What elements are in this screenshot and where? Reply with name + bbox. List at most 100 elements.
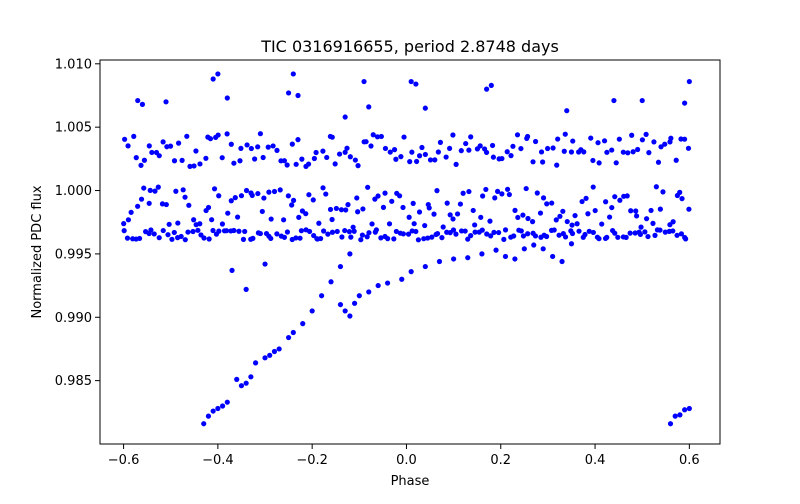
data-point (206, 236, 212, 242)
data-point (450, 132, 456, 138)
data-point (265, 144, 271, 150)
data-point (285, 334, 292, 341)
data-point (329, 216, 335, 223)
data-point (651, 139, 657, 145)
chart-title: TIC 0316916655, period 2.8748 days (260, 37, 559, 56)
data-point (277, 187, 283, 193)
plot-frame (99, 59, 721, 445)
data-point (207, 136, 214, 142)
data-point (504, 186, 511, 192)
data-point (160, 139, 166, 145)
data-point (648, 207, 654, 214)
data-point (228, 198, 234, 204)
data-point (385, 236, 391, 242)
data-point (479, 227, 485, 233)
data-point (347, 251, 353, 257)
data-point (668, 135, 674, 141)
data-point (293, 235, 299, 241)
data-point (243, 286, 249, 292)
data-point (314, 236, 320, 242)
data-point (297, 235, 303, 241)
data-point (210, 408, 216, 414)
data-point (627, 230, 633, 236)
data-point (400, 204, 406, 211)
data-point (250, 235, 256, 241)
data-point (305, 161, 312, 167)
data-point (193, 148, 199, 154)
data-point (310, 197, 316, 203)
data-point (581, 149, 587, 155)
data-point (604, 234, 610, 240)
data-point (411, 221, 417, 227)
data-point (483, 149, 490, 156)
data-point (657, 206, 663, 212)
data-point (266, 189, 272, 195)
data-point (662, 229, 668, 235)
data-point (616, 136, 622, 142)
data-point (662, 141, 668, 147)
data-point (151, 231, 157, 237)
data-point (257, 131, 264, 137)
data-point (378, 133, 384, 140)
data-point (271, 188, 278, 195)
data-point (635, 146, 641, 153)
data-point (386, 221, 393, 227)
data-point (468, 134, 474, 140)
data-point (366, 289, 372, 295)
data-point (391, 147, 398, 153)
data-point (141, 157, 148, 163)
data-point (125, 143, 131, 149)
data-point (612, 194, 618, 200)
data-point (569, 222, 575, 228)
data-point (534, 190, 540, 196)
data-point (300, 321, 306, 327)
data-point (197, 161, 203, 167)
data-point (329, 229, 336, 235)
data-point (257, 230, 263, 237)
data-point (564, 218, 570, 225)
data-point (544, 145, 551, 152)
data-point (133, 155, 139, 161)
data-point (499, 155, 505, 162)
data-point (267, 352, 273, 358)
data-point (429, 234, 435, 240)
data-point (484, 86, 490, 92)
data-point (451, 256, 457, 262)
data-point (406, 214, 412, 220)
data-point (375, 282, 381, 289)
data-point (466, 147, 472, 153)
data-point (489, 142, 496, 149)
data-point (385, 280, 391, 286)
data-point (219, 403, 226, 409)
data-point (318, 235, 324, 242)
data-point (248, 145, 254, 152)
data-point (343, 207, 349, 213)
data-point (201, 421, 207, 427)
data-point (262, 355, 268, 361)
data-point (178, 233, 184, 240)
data-point (160, 227, 166, 234)
data-point (229, 267, 235, 273)
data-point (512, 207, 518, 213)
data-point (393, 156, 399, 162)
data-point (180, 187, 186, 193)
data-point (387, 149, 393, 155)
data-point (613, 160, 619, 166)
data-point (234, 376, 240, 382)
data-point (413, 158, 420, 165)
data-point (556, 232, 562, 238)
data-point (281, 217, 287, 223)
data-point (514, 132, 521, 138)
data-point (268, 216, 274, 222)
data-point (389, 198, 395, 204)
data-point (210, 76, 216, 82)
data-point (450, 227, 457, 233)
data-point (393, 228, 399, 235)
data-points (121, 71, 692, 427)
data-point (197, 221, 203, 227)
data-point (586, 228, 592, 234)
data-point (413, 228, 419, 235)
x-tick-label: −0.4 (202, 453, 234, 468)
data-point (139, 101, 146, 107)
data-point (596, 236, 602, 242)
